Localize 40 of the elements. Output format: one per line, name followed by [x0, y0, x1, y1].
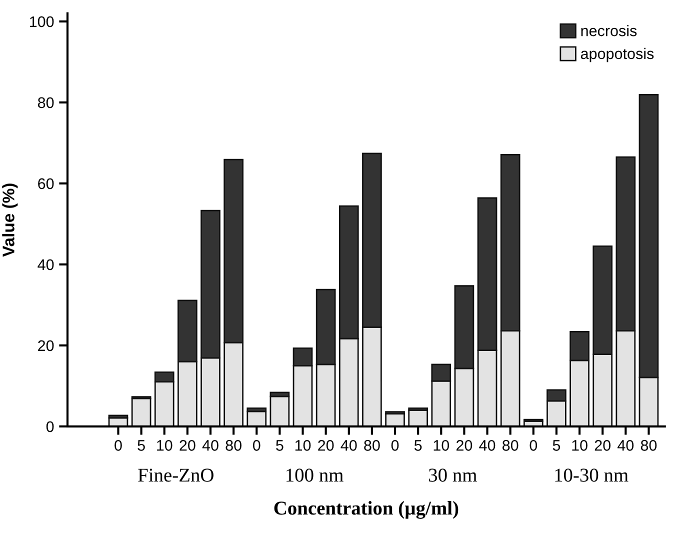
x-tick-label: 80 — [502, 440, 518, 451]
y-tick-label: 0 — [46, 421, 54, 432]
bar — [270, 396, 290, 426]
x-tick-label: 10 — [157, 440, 172, 451]
x-tick-label: 20 — [180, 440, 196, 451]
bar — [131, 398, 152, 426]
y-tick-label: 60 — [38, 178, 54, 190]
x-tick-label: 40 — [202, 440, 218, 451]
y-tick-label: 40 — [38, 259, 54, 270]
legend-label: apopotosis — [580, 48, 654, 62]
x-tick-label: 5 — [138, 440, 145, 451]
x-tick-label: 0 — [114, 440, 122, 451]
y-tick-label: 80 — [38, 97, 54, 108]
x-tick-label: 0 — [530, 440, 538, 451]
legend-label: necrosis — [581, 25, 637, 36]
x-tick-label: 5 — [414, 440, 422, 451]
x-tick-label: 5 — [276, 440, 284, 451]
x-tick-label: 0 — [391, 440, 399, 451]
y-tick-label: 20 — [38, 340, 54, 352]
x-tick-label: 20 — [318, 440, 334, 451]
x-tick-label: 80 — [640, 440, 657, 451]
x-tick-label: 80 — [364, 440, 380, 451]
text: 30 nm — [429, 468, 477, 482]
y-axis-title: Value (%) — [2, 184, 18, 257]
x-tick-label: 40 — [618, 440, 634, 451]
x-tick-label: 10 — [572, 440, 588, 451]
x-tick-label: 0 — [252, 440, 260, 451]
x-tick-label: 5 — [552, 440, 560, 451]
x-tick-label: 40 — [340, 440, 357, 451]
y-tick-label: 100 — [30, 16, 54, 28]
text: Fine-ZnO — [138, 468, 214, 482]
x-axis-title: Concentration (µg/ml) — [274, 501, 458, 519]
x-tick-label: 10 — [295, 440, 311, 451]
x-tick-label: 20 — [456, 440, 472, 451]
text: 10-30 nm — [555, 468, 628, 482]
x-tick-label: 10 — [434, 440, 450, 451]
x-tick-label: 40 — [479, 440, 496, 451]
x-tick-label: 80 — [226, 440, 242, 451]
text: 100 nm — [286, 468, 344, 482]
x-tick-label: 20 — [594, 440, 610, 451]
